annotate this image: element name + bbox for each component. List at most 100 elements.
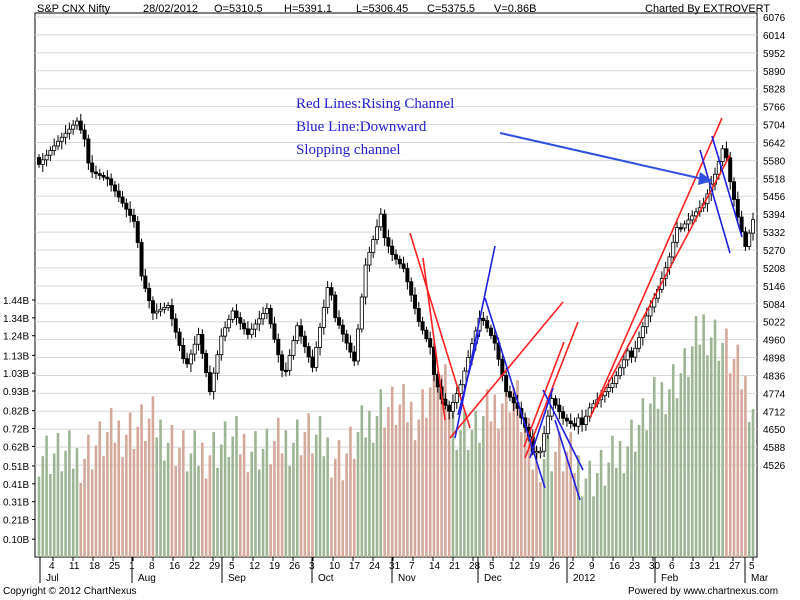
volume-bar [444, 364, 447, 557]
price-tick-label: 6014 [763, 31, 786, 42]
volume-bar [641, 398, 645, 557]
volume-bar [265, 428, 269, 557]
volume-bar [250, 451, 253, 557]
candle-body [629, 350, 634, 358]
candle-body [135, 220, 140, 243]
chart-credit: Charted By EXTROVERT [645, 3, 771, 15]
x-tick-label: 25 [109, 561, 121, 572]
candle-body [640, 326, 645, 338]
candle-body [671, 241, 676, 258]
candle-body [128, 208, 133, 216]
candle-body [325, 287, 330, 308]
x-tick-label: 5 [489, 561, 495, 572]
candle-body [507, 391, 512, 398]
x-tick-label: 7 [409, 561, 415, 572]
candle-body [223, 327, 228, 337]
volume-bar [512, 387, 516, 557]
volume-bar [246, 472, 250, 557]
volume-bar [345, 453, 348, 557]
volume-bar [466, 449, 470, 557]
volume-bar [212, 432, 215, 557]
volume-bar [204, 478, 208, 557]
volume-bar [607, 462, 610, 557]
x-tick-label: 5 [229, 561, 235, 572]
x-tick-label: 9 [589, 561, 595, 572]
volume-bar [174, 465, 178, 557]
candle-body [40, 159, 45, 165]
price-tick-label: 5642 [763, 138, 786, 149]
volume-bar [227, 457, 231, 557]
price-tick-label: 5952 [763, 49, 786, 60]
x-tick-label: 26 [549, 561, 561, 572]
candle-body [378, 213, 383, 228]
candle-body [431, 346, 436, 375]
volume-bar [394, 424, 398, 557]
x-tick-label: 14 [429, 561, 441, 572]
candle-body [401, 263, 406, 269]
volume-bar [428, 387, 432, 557]
candle-body [485, 320, 490, 329]
volume-bar [83, 458, 86, 557]
candle-body [340, 324, 345, 335]
volume-bar [37, 476, 41, 557]
candle-body [583, 415, 588, 426]
volume-bar [660, 382, 664, 557]
volume-bar [554, 451, 557, 557]
candle-body [242, 322, 247, 330]
volume-bar [736, 344, 740, 557]
annotation-line-2: Blue Line:Downward [296, 119, 427, 135]
month-label: Sep [228, 573, 246, 584]
price-tick-label: 4712 [763, 407, 786, 418]
volume-tick-label: 0.51B [3, 462, 29, 473]
x-tick-label: 27 [729, 561, 741, 572]
volume-bar [314, 434, 318, 557]
candle-body [621, 359, 626, 369]
candle-body [261, 313, 266, 320]
candle-body [405, 268, 410, 283]
candle-body [207, 372, 212, 393]
volume-bar [349, 426, 352, 557]
price-tick-label: 4960 [763, 336, 786, 347]
x-tick-label: 12 [509, 561, 521, 572]
candle-body [245, 328, 250, 335]
candle-body [648, 306, 653, 317]
volume-bar [238, 454, 242, 557]
volume-bar [580, 496, 584, 557]
downward-channel-line [711, 135, 743, 238]
candle-body [268, 307, 273, 325]
volume-bar [577, 455, 580, 557]
volume-bar [223, 421, 227, 557]
volume-bar [322, 456, 326, 557]
volume-bar [474, 410, 478, 557]
volume-bar [151, 396, 155, 557]
candle-body [116, 190, 121, 198]
candle-body [101, 175, 106, 178]
candle-body [44, 154, 49, 161]
x-tick-label: 5 [749, 561, 755, 572]
candle-body [424, 329, 429, 340]
candle-body [542, 433, 547, 452]
volume-bar [687, 376, 690, 557]
price-tick-label: 5146 [763, 282, 786, 293]
annotation-line-3: Slopping channel [296, 142, 401, 158]
candle-body [257, 318, 262, 325]
volume-bar [630, 419, 633, 557]
volume-bar [539, 482, 542, 557]
candle-body [78, 120, 83, 131]
volume-bar [728, 373, 732, 557]
volume-bar [478, 442, 481, 557]
candle-body [367, 251, 372, 266]
candle-body [177, 331, 182, 346]
volume-bar [611, 435, 614, 557]
volume-bar [257, 469, 261, 557]
x-tick-label: 6 [669, 561, 675, 572]
x-tick-label: 19 [529, 561, 541, 572]
volume-bar [121, 457, 124, 557]
volume-bar [356, 432, 360, 557]
chart-date: 28/02/2012 [143, 3, 199, 15]
candle-body [169, 305, 174, 320]
candle-body [120, 196, 125, 204]
downward-channel-line [699, 149, 731, 254]
volume-bar [683, 348, 686, 557]
